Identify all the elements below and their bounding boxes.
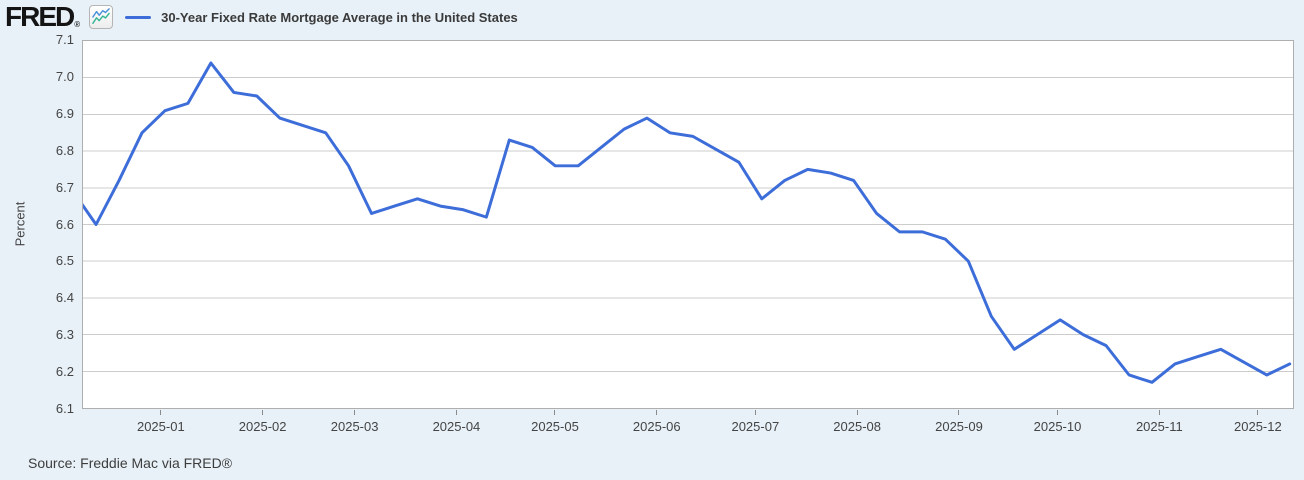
y-axis-tick-label: 7.0 (55, 68, 74, 84)
y-axis-tick-label: 6.4 (55, 290, 74, 306)
x-axis-tick-label: 2025-04 (432, 419, 481, 434)
x-axis-tick-label: 2025-10 (1033, 419, 1082, 434)
x-axis-tick-mark (160, 410, 162, 415)
x-axis-tick-mark (1257, 410, 1259, 415)
x-axis-tick-mark (354, 410, 356, 415)
x-axis-tick-label: 2025-12 (1234, 419, 1282, 434)
y-axis-tick-label: 6.9 (55, 105, 74, 121)
x-axis-tick-label: 2025-02 (238, 419, 287, 434)
x-axis-tick-mark (1158, 410, 1160, 415)
chart-footer: Source: Freddie Mac via FRED® (28, 455, 232, 471)
x-axis-tick-label: 2025-06 (632, 419, 681, 434)
chart-canvas[interactable] (83, 41, 1293, 408)
legend-series-label[interactable]: 30-Year Fixed Rate Mortgage Average in t… (161, 9, 518, 25)
x-axis-tick-mark (554, 410, 556, 415)
x-axis-tick-label: 2025-07 (731, 419, 780, 434)
y-axis-tick-label: 6.1 (55, 401, 74, 416)
x-axis-tick-label: 2025-03 (330, 419, 379, 434)
y-axis-tick-label: 6.5 (55, 253, 74, 269)
x-axis-tick-label: 2025-09 (935, 419, 983, 434)
x-axis-tick-mark (958, 410, 960, 415)
x-axis-tick-label: 2025-05 (531, 419, 579, 434)
x-axis-tick-label: 2025-01 (136, 419, 185, 434)
y-axis-tick-label: 6.7 (55, 179, 74, 195)
fred-sparkline-icon (89, 5, 114, 29)
x-axis-tick-mark (754, 410, 756, 415)
x-axis-tick-mark (856, 410, 858, 415)
y-axis-tick-label: 7.1 (55, 32, 74, 47)
series-line-30yr-mortgage[interactable] (83, 61, 1292, 384)
chart-header: FRED ® 30-Year Fixed Rate Mortgage Averag… (0, 0, 1304, 34)
x-axis-tick-label: 2025-11 (1135, 419, 1183, 434)
y-axis-tick-label: 6.2 (55, 364, 74, 380)
y-axis-tick-label: 6.8 (55, 142, 74, 158)
plot-area[interactable] (82, 40, 1294, 409)
y-axis-tick-label: 6.6 (55, 216, 74, 232)
fred-logo[interactable]: FRED ® (5, 2, 80, 32)
source-note: Source: Freddie Mac via FRED® (28, 455, 233, 471)
x-axis-tick-mark (656, 410, 658, 415)
x-axis-tick-mark (262, 410, 264, 415)
fred-logo-registered-mark: ® (74, 20, 81, 29)
series-line-swatch (125, 15, 152, 19)
fred-logo-text: FRED (5, 1, 75, 32)
x-axis-tick-mark (1057, 410, 1058, 415)
x-axis-tick-mark (455, 410, 457, 415)
y-axis-tick-label: 6.3 (55, 327, 74, 343)
x-axis-tick-label: 2025-08 (833, 419, 881, 434)
